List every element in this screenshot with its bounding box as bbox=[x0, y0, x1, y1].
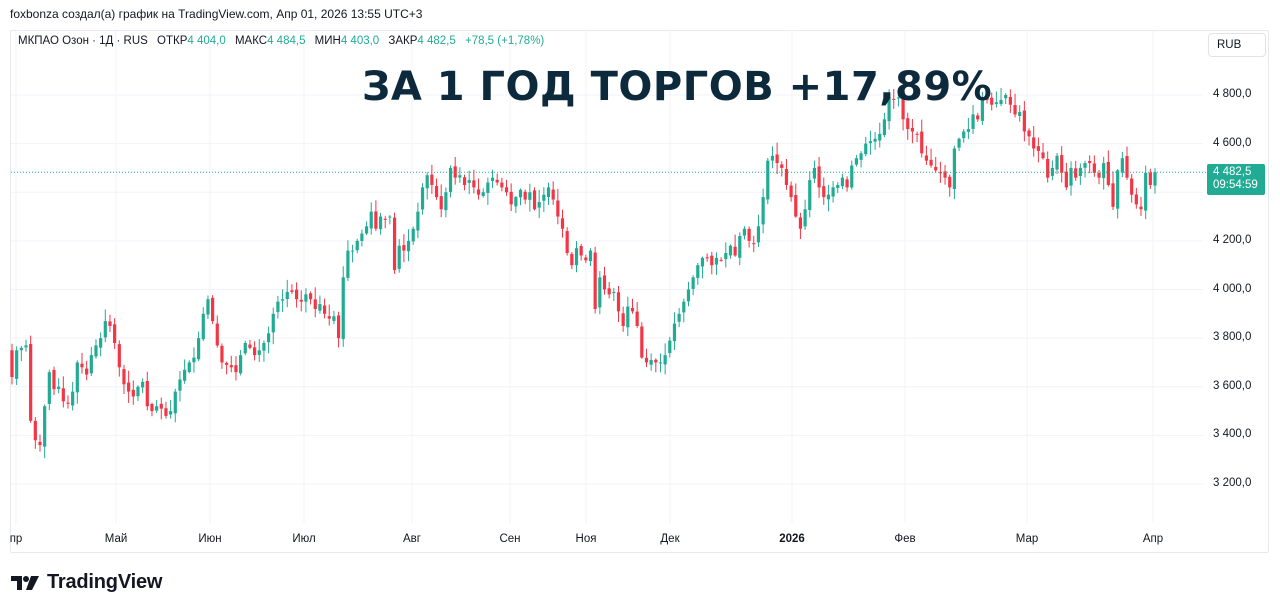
currency-button[interactable]: RUB bbox=[1208, 33, 1266, 57]
chart-frame bbox=[10, 30, 1269, 553]
time-axis-label: Июн bbox=[198, 533, 222, 545]
time-axis-label: Апр bbox=[1142, 533, 1164, 545]
logo-text: TradingView bbox=[47, 571, 163, 593]
change-value: +78,5 (+1,78%) bbox=[464, 35, 545, 47]
time-axis-label: Фев bbox=[894, 533, 916, 545]
grid-lines bbox=[11, 31, 1203, 523]
price-axis-label: 3 600,0 bbox=[1213, 379, 1252, 392]
low-value: 4 403,0 bbox=[340, 35, 380, 47]
open-label: ОТКР bbox=[157, 35, 188, 47]
price-axis-label: 4 600,0 bbox=[1213, 136, 1252, 149]
time-axis-label: Май bbox=[104, 533, 128, 545]
candles bbox=[10, 87, 1157, 459]
close-label: ЗАКР bbox=[388, 35, 418, 47]
price-axis-label: 3 400,0 bbox=[1213, 428, 1252, 441]
last-price-tag: 4 482,5 09:54:59 bbox=[1207, 164, 1265, 195]
time-axis-label: Сен bbox=[499, 533, 521, 545]
price-axis-label: 4 200,0 bbox=[1213, 233, 1252, 246]
time-axis-label: Ноя bbox=[575, 533, 597, 545]
time-axis-label: Июл bbox=[292, 533, 316, 545]
chart-credit-line: foxbonza создал(а) график на TradingView… bbox=[10, 7, 423, 21]
price-axis-label: 4 800,0 bbox=[1213, 88, 1252, 100]
open-value: 4 404,0 bbox=[187, 35, 226, 47]
price-axis-label: 3 800,0 bbox=[1213, 331, 1252, 344]
time-axis-label: 2026 bbox=[779, 533, 805, 545]
last-price-value: 4 482,5 bbox=[1213, 166, 1252, 178]
bar-countdown: 09:54:59 bbox=[1213, 179, 1258, 191]
high-label: МАКС bbox=[234, 35, 268, 47]
price-axis-label: 4 000,0 bbox=[1213, 282, 1252, 295]
close-value: 4 482,5 bbox=[417, 35, 456, 47]
time-axis-label: Авг bbox=[403, 533, 421, 545]
symbol-legend: МКПАО Озон · 1Д · RUS ОТКР4 404,0 МАКС4 … bbox=[18, 35, 544, 47]
time-axis-label: Дек bbox=[660, 533, 680, 545]
price-axis-label: 3 200,0 bbox=[1213, 477, 1252, 489]
time-axis-label: Мар bbox=[1015, 533, 1039, 545]
time-axis-label: пр bbox=[9, 533, 23, 545]
tradingview-logo-icon bbox=[11, 575, 39, 590]
high-value: 4 484,5 bbox=[267, 35, 306, 47]
tradingview-logo[interactable]: TradingView bbox=[11, 571, 162, 594]
headline-annotation: ЗА 1 ГОД ТОРГОВ +17,89% bbox=[362, 64, 993, 110]
symbol-name[interactable]: МКПАО Озон · 1Д · RUS bbox=[18, 35, 148, 47]
low-label: МИН bbox=[314, 35, 341, 47]
